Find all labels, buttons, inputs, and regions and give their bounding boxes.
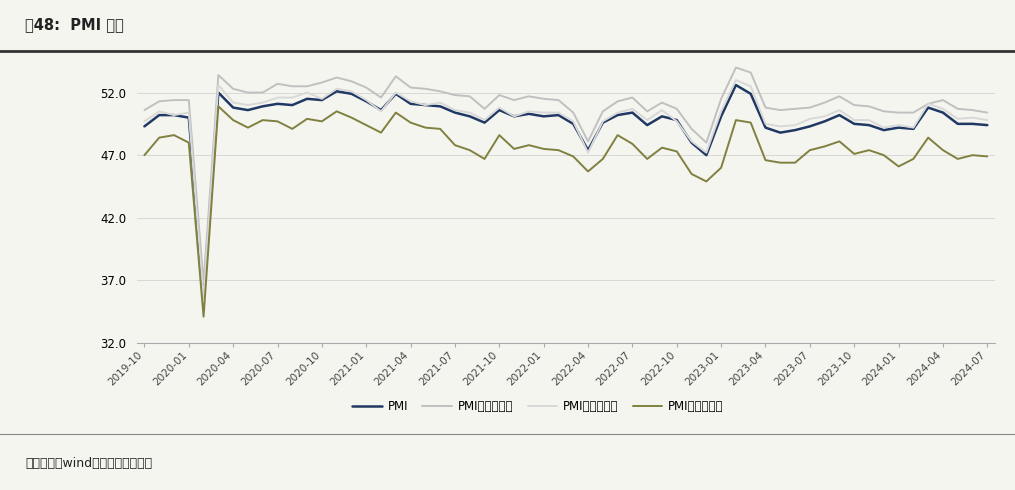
PMI：小型企业 (789, 160, 801, 166)
PMI (952, 121, 964, 127)
PMI：中型企业 (198, 296, 210, 302)
PMI：小型企业 (982, 153, 994, 159)
Text: 图48:  PMI 走势: 图48: PMI 走势 (25, 17, 124, 32)
PMI (982, 122, 994, 128)
PMI (138, 123, 150, 129)
PMI (360, 98, 373, 104)
PMI：大型企业 (789, 106, 801, 112)
PMI：小型企业 (730, 117, 742, 123)
PMI：大型企业 (730, 65, 742, 71)
PMI：小型企业 (952, 156, 964, 162)
PMI：大型企业 (878, 108, 890, 114)
PMI：小型企业 (375, 130, 387, 136)
PMI：中型企业 (789, 122, 801, 128)
PMI (715, 113, 727, 119)
Line: PMI: PMI (144, 85, 988, 296)
PMI (789, 127, 801, 133)
PMI：小型企业 (138, 152, 150, 158)
PMI：大型企业 (715, 96, 727, 102)
PMI：大型企业 (138, 107, 150, 113)
PMI：中型企业 (360, 97, 373, 103)
PMI：中型企业 (982, 117, 994, 123)
PMI：中型企业 (730, 77, 742, 83)
PMI：大型企业 (982, 110, 994, 116)
PMI：小型企业 (360, 122, 373, 128)
PMI：中型企业 (878, 124, 890, 130)
PMI：大型企业 (198, 280, 210, 286)
PMI：中型企业 (345, 88, 357, 94)
PMI：大型企业 (345, 78, 357, 84)
PMI：中型企业 (715, 108, 727, 114)
PMI：小型企业 (878, 152, 890, 158)
PMI：大型企业 (360, 85, 373, 91)
PMI：小型企业 (212, 103, 224, 109)
PMI：大型企业 (952, 106, 964, 112)
Line: PMI：中型企业: PMI：中型企业 (144, 80, 988, 299)
PMI：中型企业 (952, 116, 964, 122)
PMI (198, 294, 210, 299)
Text: 数据来源：wind，东吴证券研究所: 数据来源：wind，东吴证券研究所 (25, 457, 152, 469)
Line: PMI：小型企业: PMI：小型企业 (144, 106, 988, 317)
PMI (345, 91, 357, 97)
PMI：中型企业 (138, 119, 150, 124)
PMI：小型企业 (198, 314, 210, 319)
Line: PMI：大型企业: PMI：大型企业 (144, 68, 988, 283)
PMI (730, 82, 742, 88)
Legend: PMI, PMI：大型企业, PMI：中型企业, PMI：小型企业: PMI, PMI：大型企业, PMI：中型企业, PMI：小型企业 (348, 395, 728, 418)
PMI (878, 127, 890, 133)
